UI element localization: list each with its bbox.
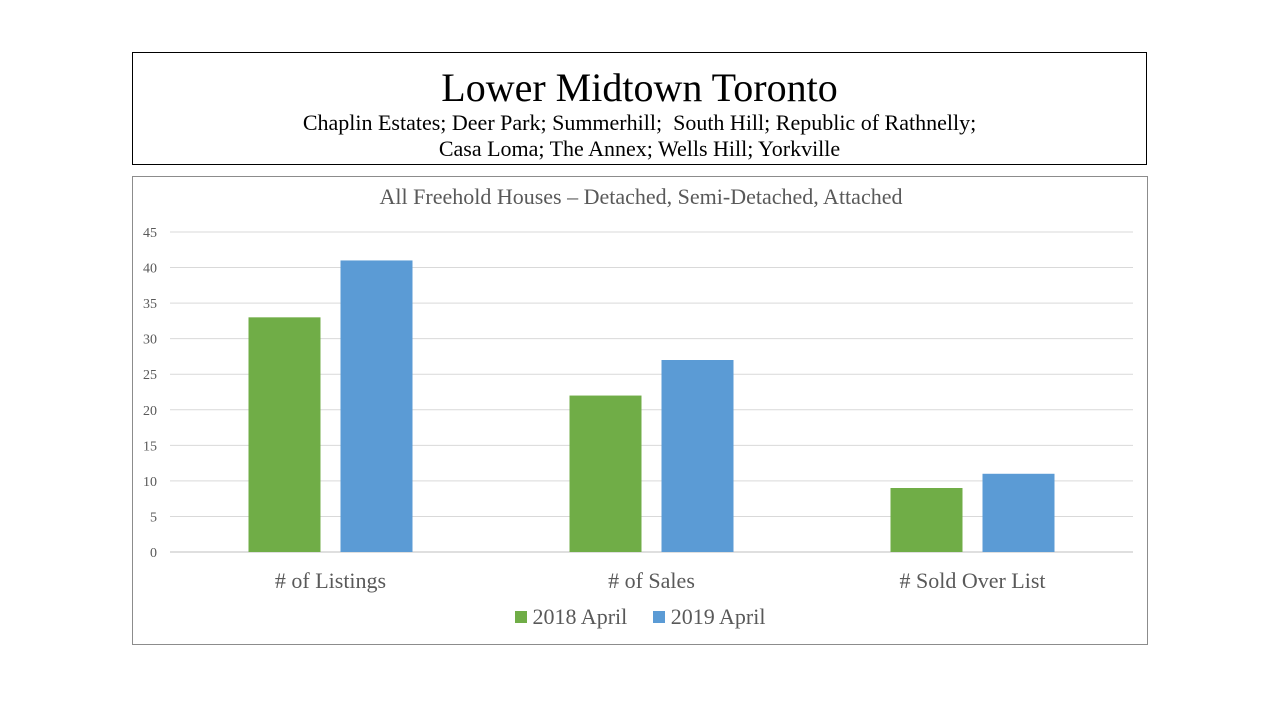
bar: [890, 488, 963, 552]
y-tick-label: 15: [143, 439, 157, 454]
neighbourhoods-line-2: Casa Loma; The Annex; Wells Hill; Yorkvi…: [438, 136, 841, 161]
y-tick-label: 5: [150, 510, 157, 525]
x-tick-label: # of Sales: [608, 568, 695, 593]
y-tick-label: 25: [143, 368, 157, 383]
legend-label-2019: 2019 April: [670, 604, 766, 629]
legend-label-2018: 2018 April: [532, 604, 628, 629]
legend-item-2019: 2019 April: [652, 604, 766, 630]
bar: [661, 360, 734, 552]
bar: [982, 473, 1055, 552]
gridlines: [170, 231, 1133, 553]
legend-swatch-2018: [514, 611, 527, 623]
x-tick-label: # Sold Over List: [899, 568, 1045, 593]
y-tick-label: 20: [143, 404, 157, 419]
y-tick-label: 45: [143, 226, 157, 241]
bars: [248, 260, 1055, 552]
legend-item-2018: 2018 April: [514, 604, 628, 630]
neighbourhoods-line-1: Chaplin Estates; Deer Park; Summerhill; …: [302, 110, 977, 135]
chart-frame: [132, 176, 1148, 645]
y-tick-label: 0: [150, 546, 157, 561]
y-axis-ticks: 0 5 10 15 20 25 30 35 40 45: [143, 226, 157, 561]
y-tick-label: 10: [143, 475, 157, 490]
x-tick-label: # of Listings: [275, 568, 386, 593]
bar: [340, 260, 413, 552]
page-title: Lower Midtown Toronto: [441, 65, 838, 110]
header-box: Lower Midtown Toronto Chaplin Estates; D…: [132, 52, 1147, 165]
y-tick-label: 35: [143, 297, 157, 312]
x-axis-labels: # of Listings # of Sales # Sold Over List: [275, 568, 1046, 593]
y-tick-label: 40: [143, 262, 157, 277]
chart-title: All Freehold Houses – Detached, Semi-Det…: [380, 184, 903, 209]
legend: 2018 April 2019 April: [0, 604, 1280, 630]
legend-swatch-2019: [652, 611, 665, 623]
bar: [248, 317, 321, 552]
y-tick-label: 30: [143, 333, 157, 348]
bar: [569, 395, 642, 552]
